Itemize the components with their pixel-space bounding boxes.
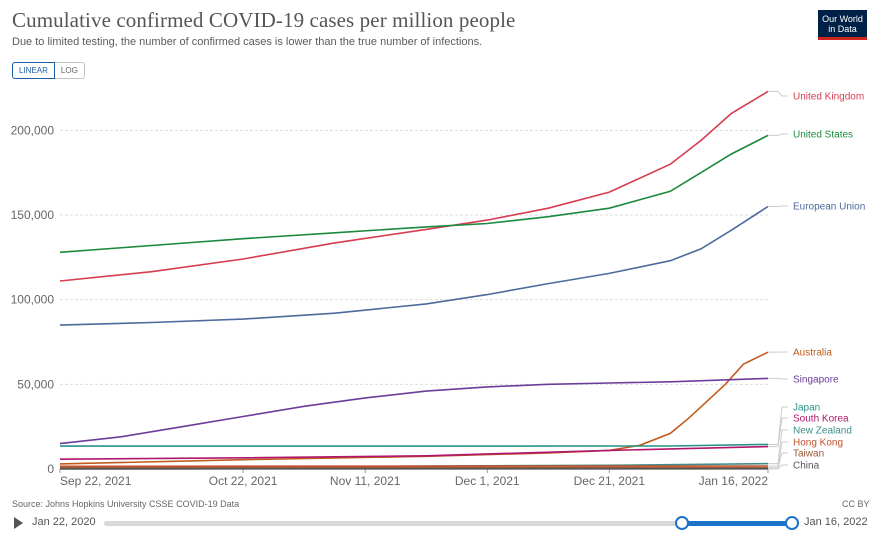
label-connector (768, 417, 788, 448)
x-tick-label: Oct 22, 2021 (209, 474, 278, 488)
series-line-australia[interactable] (59, 351, 769, 465)
label-connector (768, 441, 788, 467)
timeline: Jan 22, 2020 Jan 16, 2022 (0, 512, 879, 542)
y-tick-label: 150,000 (11, 208, 55, 222)
y-tick-label: 0 (47, 462, 54, 476)
label-connector (768, 377, 788, 380)
series-label[interactable]: Australia (793, 348, 832, 359)
chart-title: Cumulative confirmed COVID-19 cases per … (12, 8, 516, 32)
timeline-start-handle[interactable] (675, 516, 689, 530)
y-tick-label: 200,000 (11, 123, 55, 137)
series-line-united-kingdom[interactable] (59, 90, 769, 282)
x-tick-label: Sep 22, 2021 (60, 474, 132, 488)
owid-logo[interactable]: Our World in Data (818, 10, 867, 40)
source-note[interactable]: Source: Johns Hopkins University CSSE CO… (12, 499, 240, 509)
scale-toggle: LINEAR LOG (12, 62, 85, 79)
log-scale-button[interactable]: LOG (54, 62, 85, 79)
series-line-japan[interactable] (59, 443, 769, 447)
series-line-south-korea[interactable] (59, 445, 769, 460)
y-tick-label: 50,000 (17, 377, 54, 391)
series-line-united-states[interactable] (59, 134, 769, 254)
license-link[interactable]: CC BY (842, 499, 870, 509)
linear-scale-button[interactable]: LINEAR (12, 62, 55, 79)
x-tick-label: Nov 11, 2021 (330, 474, 401, 488)
series-label[interactable]: China (793, 461, 820, 472)
logo-line2: in Data (828, 24, 857, 34)
series-label[interactable]: Hong Kong (793, 438, 843, 449)
label-connector (768, 464, 788, 470)
series-label[interactable]: New Zealand (793, 426, 852, 437)
series-label[interactable]: Japan (793, 403, 820, 414)
label-connector (768, 406, 788, 445)
series-label[interactable]: Taiwan (793, 449, 824, 460)
series-labels: United Kingdom United States European Unio… (768, 90, 865, 472)
timeline-selected-range[interactable] (682, 521, 792, 526)
timeline-start-label: Jan 22, 2020 (32, 516, 96, 528)
timeline-end-handle[interactable] (785, 516, 799, 530)
chart-subtitle: Due to limited testing, the number of co… (12, 36, 483, 48)
play-icon[interactable] (14, 517, 23, 529)
grid-lines (60, 129, 768, 470)
series-line-singapore[interactable] (59, 377, 769, 445)
label-connector (768, 429, 788, 465)
series-label[interactable]: Singapore (793, 375, 839, 386)
x-tick-label: Jan 16, 2022 (699, 474, 769, 488)
x-tick-label: Dec 21, 2021 (574, 474, 646, 488)
label-connector (768, 133, 788, 136)
y-tick-label: 100,000 (11, 293, 55, 307)
timeline-end-label: Jan 16, 2022 (804, 516, 868, 528)
series-label[interactable]: European Union (793, 202, 865, 213)
series-label[interactable]: United States (793, 130, 853, 141)
x-tick-label: Dec 1, 2021 (455, 474, 520, 488)
label-connector (768, 90, 788, 97)
logo-line1: Our World (822, 14, 863, 24)
series-label[interactable]: South Korea (793, 414, 849, 425)
series-line-european-union[interactable] (59, 205, 769, 326)
logo-underline (818, 37, 867, 40)
series-label[interactable]: United Kingdom (793, 92, 864, 103)
y-axis: 0 50,000 100,000 150,000 200,000 (11, 123, 55, 476)
timeline-track[interactable] (104, 521, 794, 526)
x-axis: Sep 22, 2021 Oct 22, 2021 Nov 11, 2021 Dec … (59, 469, 769, 488)
label-connector (768, 205, 788, 208)
label-connector (768, 452, 788, 469)
line-chart: 0 50,000 100,000 150,000 200,000 Sep 22, 202… (11, 90, 865, 488)
series-lines (59, 90, 769, 470)
